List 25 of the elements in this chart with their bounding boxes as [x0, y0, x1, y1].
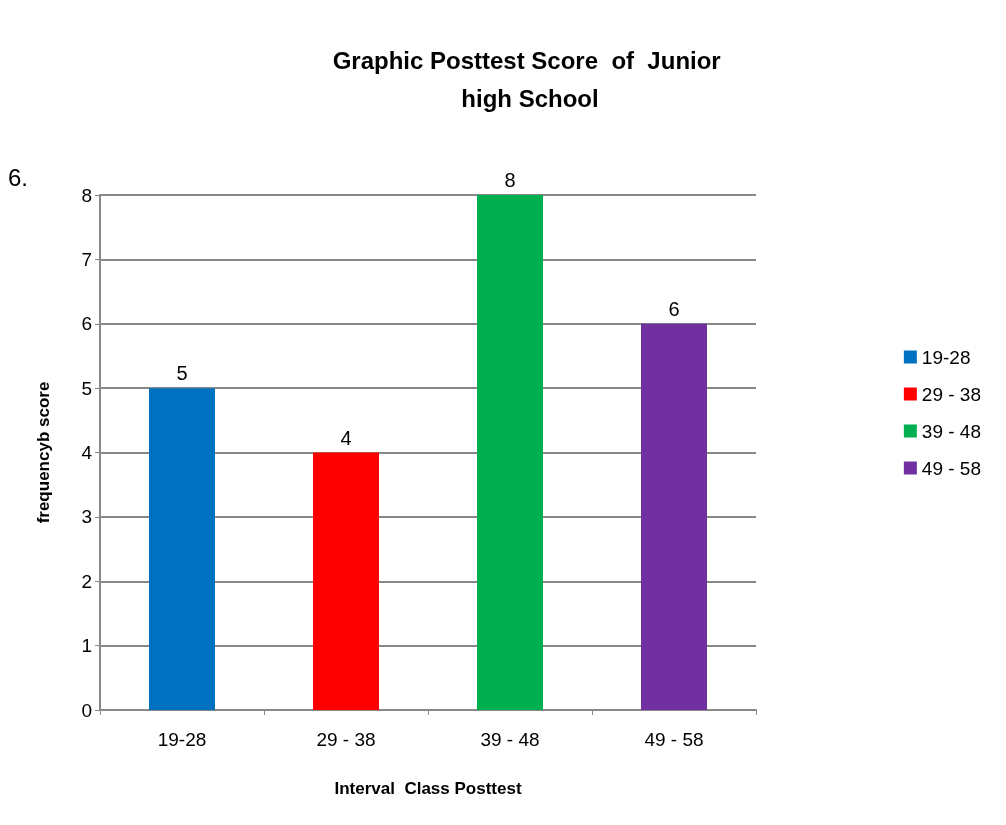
legend-label: 39 - 48 — [921, 420, 981, 442]
y-tick-label: 3 — [81, 506, 92, 528]
y-tick-label: 6 — [81, 313, 92, 335]
y-tick-label: 5 — [81, 377, 92, 399]
y-axis-title: frequencyb score — [34, 381, 53, 524]
y-tick-label: 1 — [81, 635, 92, 657]
y-tick-label: 4 — [81, 442, 93, 463]
x-tick-label: 49 - 58 — [644, 729, 704, 750]
x-tick-label: 39 - 48 — [480, 729, 540, 750]
data-label: 6 — [668, 297, 680, 320]
data-label: 4 — [340, 426, 352, 449]
data-label: 5 — [176, 362, 188, 385]
legend-label: 19-28 — [921, 346, 971, 368]
legend-label: 29 - 38 — [921, 383, 981, 405]
x-tick-label: 29 - 38 — [316, 729, 376, 750]
chart-title: Graphic Posttest Score of Junior high School — [332, 46, 728, 112]
legend-label: 49 - 58 — [921, 457, 981, 479]
y-tick-label: 7 — [81, 248, 92, 270]
y-tick-label: 2 — [81, 570, 92, 592]
data-label: 8 — [504, 169, 516, 191]
x-tick-label: 19-28 — [157, 729, 207, 750]
y-tick-label: 0 — [81, 699, 92, 721]
x-axis-title: Interval Class Posttest — [334, 779, 522, 798]
y-tick-label: 8 — [81, 184, 92, 206]
text: 6. — [8, 163, 29, 191]
